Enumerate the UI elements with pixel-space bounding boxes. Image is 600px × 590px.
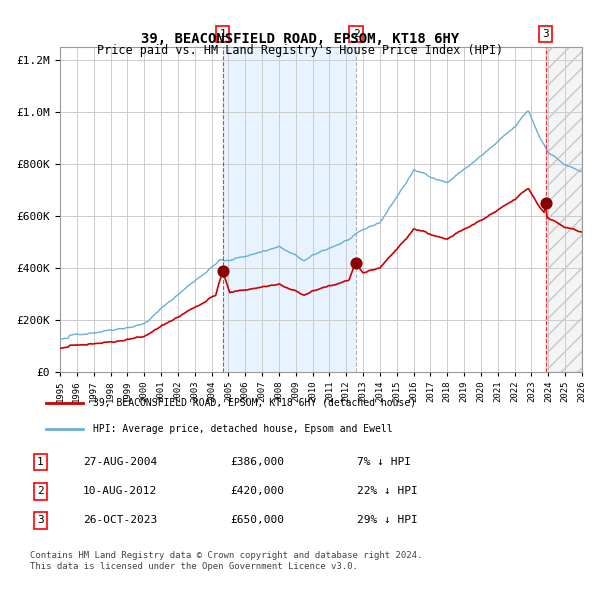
- Point: [351, 258, 361, 267]
- Text: 1: 1: [37, 457, 44, 467]
- Text: 7% ↓ HPI: 7% ↓ HPI: [358, 457, 412, 467]
- Text: 1: 1: [220, 29, 226, 39]
- Text: £386,000: £386,000: [230, 457, 284, 467]
- Text: HPI: Average price, detached house, Epsom and Ewell: HPI: Average price, detached house, Epso…: [94, 424, 393, 434]
- Text: Contains HM Land Registry data © Crown copyright and database right 2024.: Contains HM Land Registry data © Crown c…: [30, 550, 422, 559]
- Text: 2: 2: [37, 486, 44, 496]
- Text: 39, BEACONSFIELD ROAD, EPSOM, KT18 6HY: 39, BEACONSFIELD ROAD, EPSOM, KT18 6HY: [141, 32, 459, 47]
- Point: [541, 198, 550, 208]
- Text: Price paid vs. HM Land Registry's House Price Index (HPI): Price paid vs. HM Land Registry's House …: [97, 44, 503, 57]
- Text: 2: 2: [353, 29, 359, 39]
- Text: 10-AUG-2012: 10-AUG-2012: [83, 486, 157, 496]
- Text: 39, BEACONSFIELD ROAD, EPSOM, KT18 6HY (detached house): 39, BEACONSFIELD ROAD, EPSOM, KT18 6HY (…: [94, 398, 416, 408]
- Text: 27-AUG-2004: 27-AUG-2004: [83, 457, 157, 467]
- Text: £420,000: £420,000: [230, 486, 284, 496]
- Bar: [223, 47, 356, 372]
- Text: 26-OCT-2023: 26-OCT-2023: [83, 516, 157, 526]
- Point: [218, 267, 227, 276]
- Text: 3: 3: [37, 516, 44, 526]
- Text: 3: 3: [542, 29, 549, 39]
- Bar: [545, 47, 582, 372]
- Text: 22% ↓ HPI: 22% ↓ HPI: [358, 486, 418, 496]
- Text: £650,000: £650,000: [230, 516, 284, 526]
- Text: This data is licensed under the Open Government Licence v3.0.: This data is licensed under the Open Gov…: [30, 562, 358, 571]
- Text: 29% ↓ HPI: 29% ↓ HPI: [358, 516, 418, 526]
